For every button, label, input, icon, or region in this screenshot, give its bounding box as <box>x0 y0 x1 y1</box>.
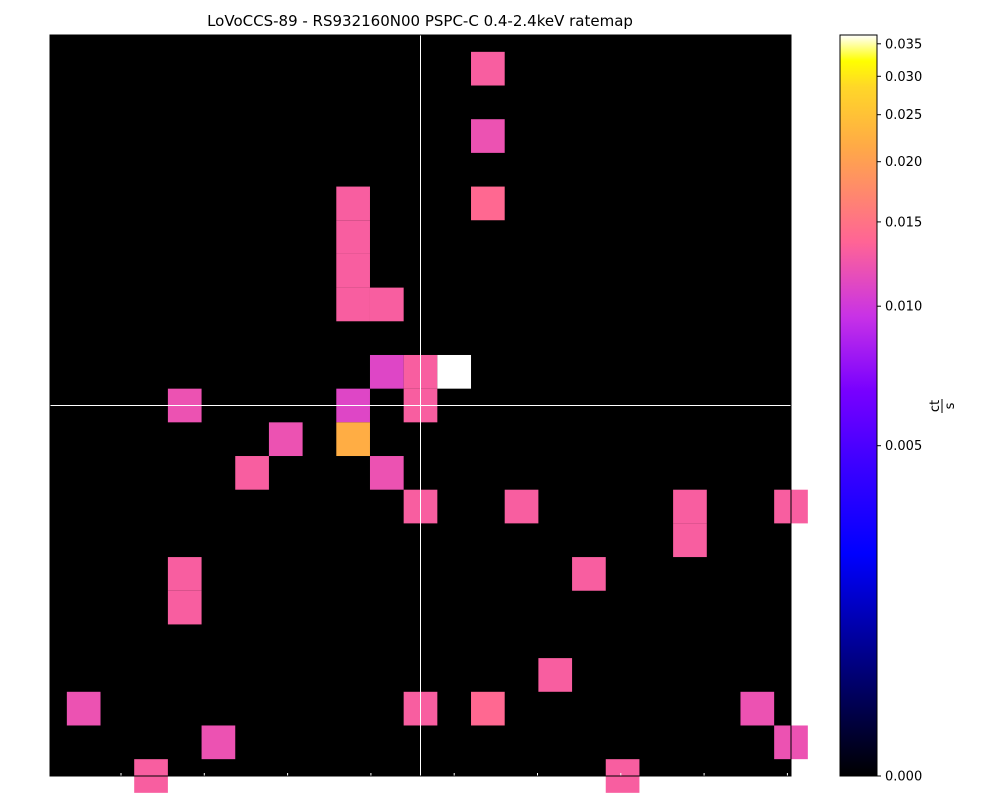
heatmap-cell <box>201 725 236 760</box>
colorbar-ticks: 0.000 0.005 0.010 0.015 0.020 0.025 0.030 0.035 <box>877 37 922 785</box>
plot-frame <box>49 34 792 777</box>
colorbar-tick-label: 0.010 <box>885 300 922 315</box>
heatmap-cell <box>471 691 505 726</box>
heatmap-cell <box>66 691 101 726</box>
heatmap-cell <box>538 658 573 692</box>
colorbar-tick-label: 0.025 <box>885 108 922 123</box>
heatmap-cell <box>235 456 269 490</box>
colorbar-unit-numerator: ct <box>928 400 943 412</box>
heatmap-cell <box>336 287 370 322</box>
heatmap-cell <box>268 422 303 457</box>
heatmap-cell <box>471 51 505 86</box>
heatmap-cell <box>336 220 370 254</box>
colorbar-tick-label: 0.015 <box>885 215 922 230</box>
colorbar-tick-label: 0.005 <box>885 439 922 454</box>
heatmap-cell <box>572 557 606 591</box>
heatmap-cell <box>369 354 404 389</box>
colorbar-unit-denominator: s <box>943 402 958 409</box>
heatmap-cell <box>437 354 472 389</box>
chart-title: LoVoCCS-89 - RS932160N00 PSPC-C 0.4-2.4k… <box>207 12 633 30</box>
heatmap-cell <box>336 253 370 288</box>
heatmap-cell <box>471 119 505 153</box>
heatmap-cell <box>673 523 707 558</box>
heatmap-cell <box>673 489 707 524</box>
heatmap-cell <box>471 186 505 221</box>
heatmap-cell <box>167 590 202 625</box>
heatmap-cell <box>336 422 370 457</box>
colorbar-tick-label: 0.030 <box>885 70 922 85</box>
heatmap-cell <box>336 186 370 221</box>
heatmap-cell <box>504 489 539 524</box>
colorbar-tick-label: 0.000 <box>885 770 922 785</box>
heatmap-cell <box>369 287 404 322</box>
colorbar-tick-label: 0.020 <box>885 155 922 170</box>
heatmap-cell <box>369 456 404 490</box>
ratemap-pixels <box>66 51 808 793</box>
colorbar: 0.000 0.005 0.010 0.015 0.020 0.025 0.030 0.035… <box>839 34 958 785</box>
heatmap-cell <box>740 691 775 726</box>
colorbar-gradient <box>839 34 878 777</box>
colorbar-unit-label: ct s <box>928 399 958 413</box>
heatmap-cell <box>167 557 202 591</box>
colorbar-tick-label: 0.035 <box>885 37 922 52</box>
crosshair <box>50 35 791 776</box>
ratemap-plot[interactable] <box>49 34 808 793</box>
